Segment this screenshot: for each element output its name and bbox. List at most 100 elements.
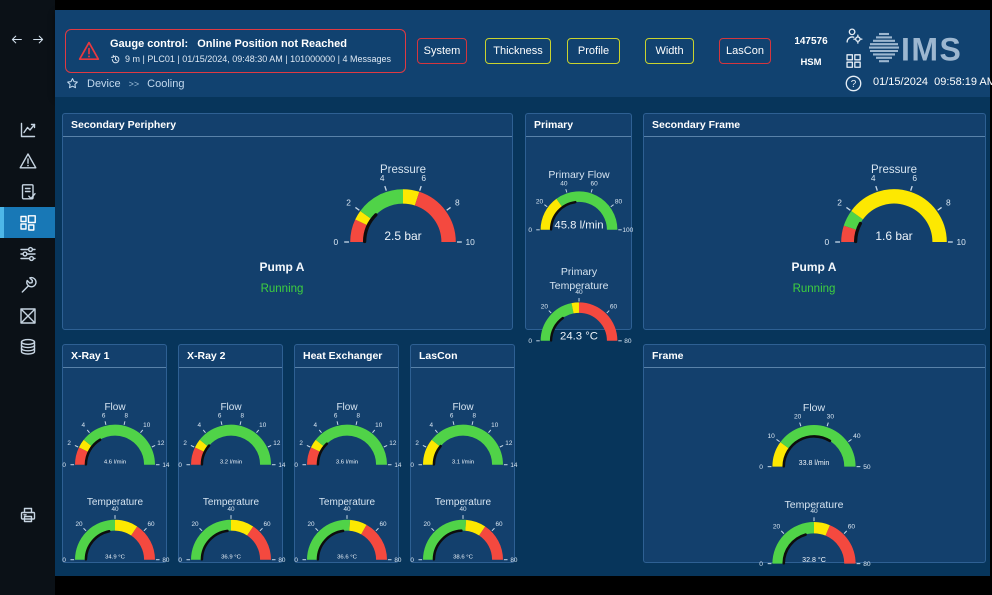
panel-body: Flow 0 10 20 30 40 50 33.8 l/min Temperature 0 20 4… [644, 368, 985, 568]
help-icon[interactable]: ? [844, 74, 863, 93]
box-x-icon [18, 306, 38, 326]
history-icon [110, 54, 121, 65]
panel-title: X-Ray 2 [179, 345, 282, 368]
gauge-label: Flow [220, 402, 242, 413]
gauge-value: 3.1 l/min [452, 459, 474, 465]
apps-grid-icon[interactable] [844, 51, 863, 70]
svg-text:0: 0 [62, 557, 66, 564]
breadcrumb-current: Cooling [147, 77, 185, 90]
panel-body: Pressure 0 2 4 6 8 10 2.5 bar Pump A Running [63, 137, 512, 329]
panel-title: Heat Exchanger [295, 345, 398, 368]
svg-text:40: 40 [560, 181, 568, 188]
panel-primary: Primary Primary Flow 0 20 40 60 80 100 45.8 l/mi… [525, 113, 634, 345]
svg-text:8: 8 [455, 198, 460, 208]
svg-text:12: 12 [389, 440, 397, 447]
sidebar-item-box-x[interactable] [0, 300, 55, 331]
svg-text:2: 2 [67, 440, 71, 447]
panel-secondary-periphery: Secondary Periphery Pressure 0 2 4 6 8 10 2.5 ba… [62, 113, 513, 330]
panel-heat-exchanger: Heat Exchanger Flow 0 2 4 6 8 10 12 14 3.6 l/min Te… [294, 344, 402, 564]
svg-text:10: 10 [466, 237, 476, 247]
breadcrumb-root[interactable]: Device [87, 77, 121, 90]
system-button[interactable]: System [417, 38, 467, 64]
svg-text:40: 40 [459, 506, 467, 513]
user-settings-icon[interactable] [844, 26, 863, 45]
device-status: Running [792, 283, 836, 295]
sidebar [0, 0, 55, 595]
svg-text:0: 0 [178, 557, 182, 564]
gauge: 0 2 4 6 8 10 12 14 4.6 l/min [62, 412, 170, 469]
gauge: 0 2 4 6 8 10 2.5 bar [333, 173, 475, 247]
sidebar-item-trend-chart[interactable] [0, 114, 55, 145]
sidebar-item-database[interactable] [0, 331, 55, 362]
gauge-label: Temperature [434, 497, 492, 508]
gauge: 0 20 40 60 80 34.9 °C [62, 506, 170, 564]
ims-logo: IMS [868, 27, 980, 69]
gauge-value: 38.6 °C [453, 554, 473, 560]
svg-text:60: 60 [495, 521, 503, 528]
panel-xray-1: X-Ray 1 Flow 0 2 4 6 8 10 12 14 4.6 l/min Temperatu… [62, 344, 170, 564]
panel-title: Secondary Frame [644, 114, 985, 137]
svg-text:40: 40 [227, 506, 235, 513]
device-status-block: Pump A Running [744, 260, 884, 296]
wrench-icon [18, 275, 38, 295]
gauge-label: Temperature [784, 499, 844, 511]
sidebar-item-report-check[interactable] [0, 176, 55, 207]
gauge-value: 2.5 bar [384, 229, 421, 243]
gauge: 0 20 40 60 80 100 45.8 l/min [528, 181, 633, 234]
svg-text:20: 20 [794, 414, 802, 421]
svg-text:20: 20 [191, 521, 199, 528]
sidebar-item-dashboard-grid[interactable] [0, 207, 55, 238]
gauge-label: Flow [802, 402, 826, 414]
sidebar-item-wrench[interactable] [0, 269, 55, 300]
svg-text:100: 100 [622, 227, 633, 234]
svg-text:4: 4 [82, 422, 86, 429]
gauge-value: 34.9 °C [105, 554, 125, 560]
profile-button[interactable]: Profile [567, 38, 620, 64]
lascon-button[interactable]: LasCon [719, 38, 771, 64]
svg-text:40: 40 [343, 506, 351, 513]
svg-text:10: 10 [375, 422, 383, 429]
svg-text:20: 20 [536, 198, 544, 205]
width-button[interactable]: Width [645, 38, 694, 64]
svg-text:80: 80 [624, 338, 632, 345]
svg-text:6: 6 [102, 412, 106, 419]
panel-body: Flow 0 2 4 6 8 10 12 14 3.2 l/min Temperature 0 20 40… [178, 368, 286, 564]
sidebar-item-sliders[interactable] [0, 238, 55, 269]
back-arrow-icon[interactable] [9, 32, 24, 47]
svg-text:0: 0 [62, 462, 66, 469]
device-name: Pump A [791, 260, 837, 274]
alarm-text: Gauge control: Online Position not Reache… [110, 38, 391, 65]
panel-body: Pressure 0 2 4 6 8 10 1.6 bar Pump A Running [644, 137, 985, 329]
gauge-value: 3.2 l/min [220, 459, 242, 465]
gauge-label: Temperature [318, 497, 376, 508]
gauge-label: Primary Temperature [549, 266, 609, 292]
panel-body: Flow 0 2 4 6 8 10 12 14 4.6 l/min Temperature 0 20 40… [62, 368, 170, 564]
alarm-banner[interactable]: Gauge control: Online Position not Reache… [65, 29, 406, 73]
breadcrumb-separator: >> [128, 78, 140, 89]
panel-title: Frame [644, 345, 985, 368]
gauge-value: 36.6 °C [337, 554, 357, 560]
svg-text:0: 0 [333, 237, 338, 247]
svg-text:2: 2 [346, 198, 351, 208]
gauge-flow: Flow 0 10 20 30 40 50 33.8 l/min [759, 401, 871, 478]
svg-text:30: 30 [827, 414, 835, 421]
printer-icon[interactable] [18, 505, 38, 525]
alarm-source: Gauge control: [110, 37, 189, 50]
svg-text:10: 10 [957, 237, 967, 247]
svg-text:60: 60 [848, 524, 856, 531]
svg-text:14: 14 [162, 462, 170, 469]
svg-text:12: 12 [505, 440, 513, 447]
svg-text:20: 20 [541, 303, 549, 310]
svg-text:2: 2 [183, 440, 187, 447]
sidebar-item-warning-triangle[interactable] [0, 145, 55, 176]
thickness-button[interactable]: Thickness [485, 38, 551, 64]
svg-text:40: 40 [853, 433, 861, 440]
svg-text:8: 8 [241, 412, 245, 419]
svg-text:4: 4 [871, 173, 876, 183]
svg-text:80: 80 [510, 557, 518, 564]
svg-text:4: 4 [380, 173, 385, 183]
forward-arrow-icon[interactable] [31, 32, 46, 47]
favorite-star-icon[interactable] [66, 77, 79, 90]
gauge-pressure: Pressure 0 2 4 6 8 10 1.6 bar [824, 163, 966, 257]
gauge-label: Flow [336, 402, 358, 413]
